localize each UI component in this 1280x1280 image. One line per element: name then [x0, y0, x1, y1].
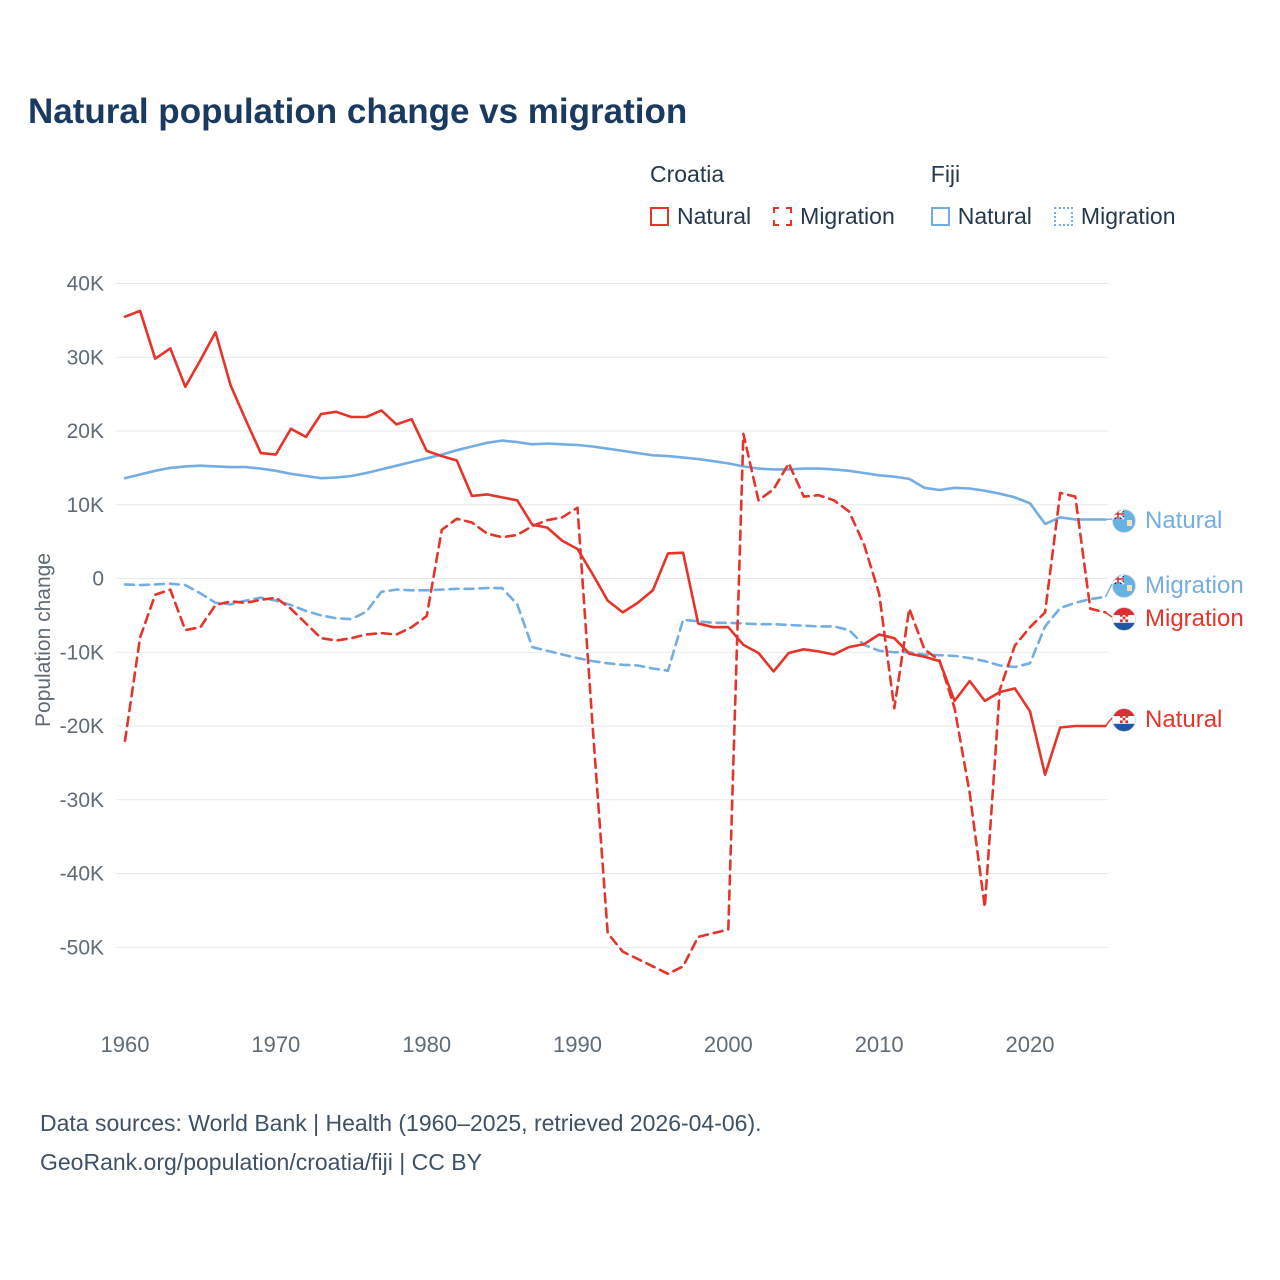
fiji-flag-icon: [1112, 574, 1136, 598]
legend-item-fiji-migration[interactable]: Migration: [1053, 203, 1176, 230]
y-tick-label: 30K: [67, 346, 104, 369]
legend-item-fiji-natural[interactable]: Natural: [930, 203, 1032, 230]
x-tick-label: 1980: [402, 1032, 451, 1057]
series-fiji-migration: [123, 582, 1107, 673]
fiji-flag-icon: [1112, 509, 1136, 533]
footer-sources-line: Data sources: World Bank | Health (1960–…: [40, 1110, 762, 1136]
legend-group-fiji-label: Fiji: [930, 161, 961, 187]
legend-label-fiji-migration: Migration: [1080, 203, 1176, 229]
legend-row-fiji: Natural Migration: [930, 203, 1176, 230]
legend-label-fiji-natural: Natural: [957, 203, 1032, 229]
series-fiji-natural: [123, 439, 1107, 526]
legend: Croatia Natural Migration Fiji Natural: [650, 161, 1176, 230]
series-croatia-migration: [123, 432, 1107, 976]
end-label-text: Natural: [1145, 507, 1223, 534]
end-label-text: Migration: [1145, 605, 1244, 632]
series-croatia-natural: [123, 309, 1107, 777]
legend-row-croatia: Natural Migration: [650, 203, 895, 230]
legend-item-croatia-natural[interactable]: Natural: [650, 203, 751, 230]
leader-line: [1105, 611, 1113, 618]
x-tick-label: 1990: [553, 1032, 602, 1057]
croatia-flag-icon: [1112, 607, 1136, 631]
end-label-text: Natural: [1145, 706, 1223, 733]
footer: Data sources: World Bank | Health (1960–…: [40, 1104, 762, 1182]
legend-group-fiji: Fiji Natural Migration: [930, 161, 1176, 230]
y-tick-label: -10K: [60, 641, 104, 664]
y-tick-label: -40K: [60, 863, 104, 886]
x-tick-label: 2010: [855, 1032, 904, 1057]
legend-label-croatia-natural: Natural: [677, 203, 752, 229]
legend-item-croatia-migration[interactable]: Migration: [773, 203, 895, 230]
legend-swatch-fiji-migration: [1053, 207, 1073, 226]
y-tick-label: 10K: [67, 494, 104, 517]
chart-title: Natural population change vs migration: [28, 92, 688, 131]
leader-line: [1105, 518, 1113, 521]
y-tick-label: 20K: [67, 420, 104, 443]
leader-line: [1104, 583, 1113, 598]
croatia-flag-icon: [1112, 708, 1136, 732]
end-label-croatia-natural[interactable]: Natural: [1112, 706, 1222, 734]
x-tick-label: 1970: [251, 1032, 300, 1057]
y-tick-label: 0: [92, 568, 104, 591]
end-label-text: Migration: [1145, 572, 1244, 599]
y-tick-label: 40K: [67, 273, 104, 296]
legend-swatch-croatia-natural: [650, 207, 669, 226]
legend-swatch-fiji-natural: [930, 207, 950, 226]
end-label-fiji-migration[interactable]: Migration: [1112, 572, 1244, 600]
end-label-croatia-migration[interactable]: Migration: [1112, 605, 1244, 633]
x-tick-label: 2000: [704, 1032, 753, 1057]
end-label-fiji-natural[interactable]: Natural: [1112, 507, 1222, 535]
legend-group-croatia-label: Croatia: [650, 161, 725, 187]
legend-label-croatia-migration: Migration: [800, 203, 895, 229]
legend-swatch-croatia-migration: [773, 207, 793, 226]
leader-line: [1104, 717, 1113, 727]
y-tick-label: -50K: [60, 936, 104, 959]
y-tick-label: -20K: [60, 715, 104, 738]
y-tick-label: -30K: [60, 789, 104, 812]
legend-group-croatia: Croatia Natural Migration: [650, 161, 895, 230]
footer-attribution-line: GeoRank.org/population/croatia/fiji | CC…: [40, 1149, 482, 1176]
x-tick-label: 1960: [101, 1032, 150, 1057]
x-tick-label: 2020: [1006, 1032, 1055, 1057]
